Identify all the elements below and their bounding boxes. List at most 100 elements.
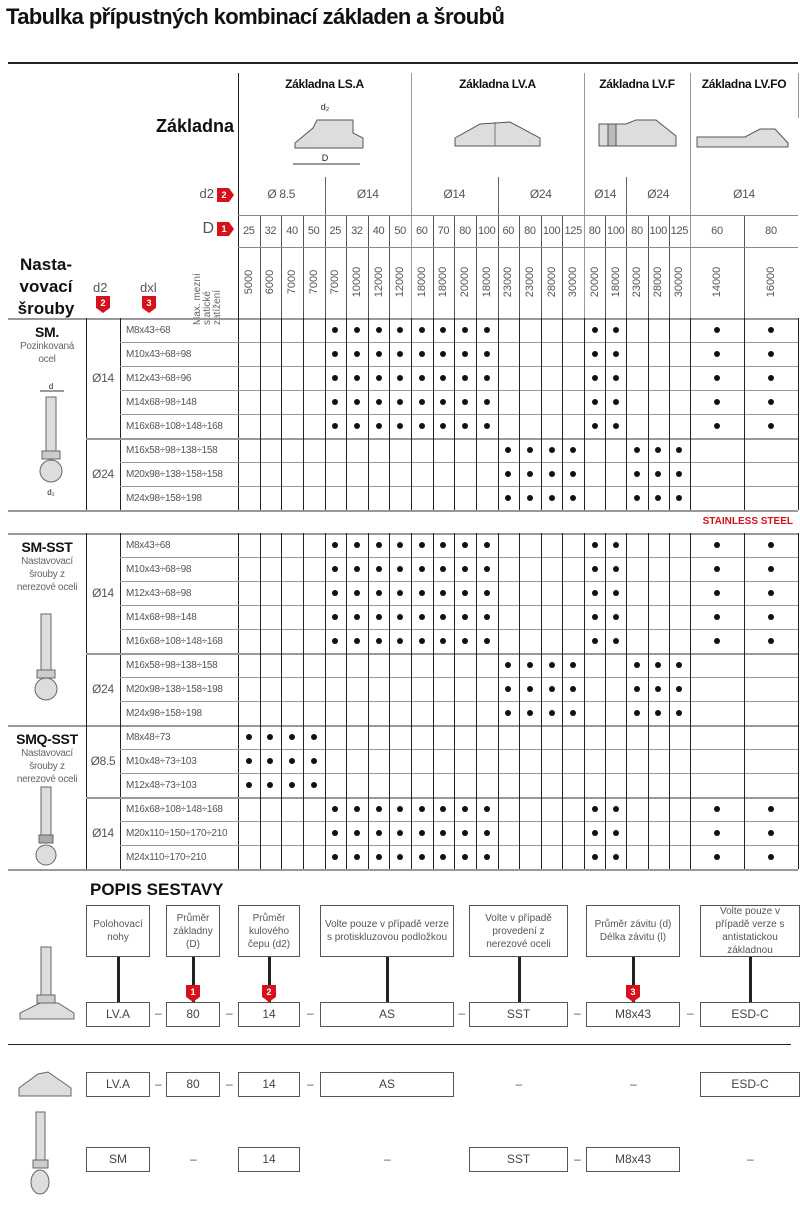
row-rule — [120, 342, 798, 343]
row-rule — [120, 629, 798, 630]
row-rule — [120, 605, 798, 606]
D-value: 32 — [351, 225, 363, 237]
screw-description: šrouby z — [29, 761, 65, 772]
load-value: 12000 — [394, 266, 407, 298]
compatibility-dot — [397, 638, 404, 644]
compatibility-dot — [462, 399, 469, 405]
base-divider — [238, 73, 239, 318]
compatibility-dot — [548, 471, 555, 477]
compatibility-dot — [353, 830, 360, 836]
D-value: 80 — [765, 225, 777, 237]
compatibility-dot — [714, 566, 720, 572]
thread-size: M12x43÷68÷98 — [126, 587, 192, 599]
compatibility-dot — [375, 399, 382, 405]
compatibility-dot — [526, 686, 533, 692]
row-rule — [120, 677, 798, 678]
column-divider — [647, 215, 649, 318]
load-value: 10000 — [350, 266, 363, 298]
compatibility-dot — [768, 614, 774, 620]
compatibility-dot — [462, 614, 469, 620]
compatibility-dot — [353, 638, 360, 644]
D-row-label: D — [202, 220, 214, 237]
compatibility-dot — [714, 830, 720, 836]
assembly-connector — [268, 957, 271, 1002]
compatibility-dot — [526, 471, 533, 477]
compatibility-dot — [591, 351, 598, 357]
screw-description: Nastavovací — [21, 748, 73, 759]
compatibility-dot — [634, 710, 640, 716]
compatibility-dot — [505, 471, 512, 477]
compatibility-dot — [332, 399, 339, 405]
d2-value: Ø14 — [733, 187, 755, 201]
column-divider — [540, 725, 542, 869]
column-divider — [302, 533, 304, 725]
right-border — [798, 533, 799, 725]
separator: – — [307, 1077, 314, 1091]
column-divider — [367, 215, 369, 318]
column-divider — [302, 215, 304, 318]
base-row-code: 80 — [166, 1072, 220, 1097]
base-row-drawing — [18, 1071, 72, 1097]
bolt-sm-drawing: d d₂ — [39, 383, 64, 497]
compatibility-dot — [397, 399, 404, 405]
separator: – — [687, 1006, 694, 1020]
d2-screw-value: Ø8.5 — [90, 754, 116, 768]
compatibility-dot — [676, 495, 683, 501]
assembly-description: Průměr závitu (d) Délka závitu (l) — [586, 905, 680, 957]
D-value: 40 — [372, 225, 385, 237]
compatibility-dot — [397, 854, 404, 860]
D-value: 60 — [415, 225, 428, 237]
column-divider — [668, 725, 670, 869]
compatibility-dot — [440, 614, 447, 620]
assembly-title: POPIS SESTAVY — [90, 880, 224, 899]
column-divider — [259, 318, 261, 510]
compatibility-dot — [768, 399, 774, 405]
compatibility-dot — [332, 423, 339, 429]
compatibility-dot — [714, 638, 720, 644]
compatibility-dot — [634, 447, 640, 453]
compatibility-dot — [570, 686, 577, 692]
column-divider — [744, 725, 745, 869]
D-value: 60 — [502, 225, 515, 237]
compatibility-dot — [332, 375, 339, 381]
assembly-description: Volte pouze v případě verze s protiskluz… — [320, 905, 454, 957]
compatibility-dot — [418, 806, 425, 812]
compatibility-dot — [440, 423, 447, 429]
thread-size: M24x98÷158÷198 — [126, 707, 202, 719]
row-rule — [120, 486, 798, 487]
compatibility-dot — [483, 590, 490, 596]
column-divider — [259, 215, 261, 318]
compatibility-dot — [483, 854, 490, 860]
compatibility-dot — [655, 471, 662, 477]
base-row-code: AS — [320, 1072, 454, 1097]
d2-value: Ø24 — [529, 187, 552, 201]
base-name: Základna LV.FO — [701, 77, 787, 91]
screw-description: Nastavovací — [21, 556, 73, 567]
column-divider — [540, 318, 542, 510]
compatibility-dot — [505, 495, 512, 501]
column-divider — [626, 318, 628, 510]
compatibility-dot — [634, 471, 640, 477]
body-divider — [86, 533, 87, 725]
screw-row-code: M8x43 — [586, 1147, 680, 1172]
column-divider — [668, 215, 670, 318]
column-divider — [259, 725, 261, 869]
screw-description: Pozinkovaná — [20, 341, 74, 352]
compatibility-dot — [289, 734, 296, 740]
load-label-line: zatížení — [212, 289, 223, 325]
compatibility-dot — [440, 327, 447, 333]
thread-size: M16x58÷98÷138÷158 — [126, 444, 218, 456]
D-value: 80 — [524, 225, 536, 237]
compatibility-dot — [418, 399, 425, 405]
column-divider — [454, 725, 456, 869]
marker-3: 3 — [626, 985, 640, 1002]
compatibility-dot — [505, 686, 512, 692]
column-divider — [432, 215, 434, 318]
separator: – — [458, 1006, 466, 1020]
compatibility-dot — [570, 495, 577, 501]
compatibility-dot — [353, 590, 360, 596]
compatibility-dot — [440, 566, 447, 572]
compatibility-dot — [440, 399, 447, 405]
compatibility-dot — [267, 734, 274, 740]
assembly-description: Průměr základny (D) — [166, 905, 220, 957]
